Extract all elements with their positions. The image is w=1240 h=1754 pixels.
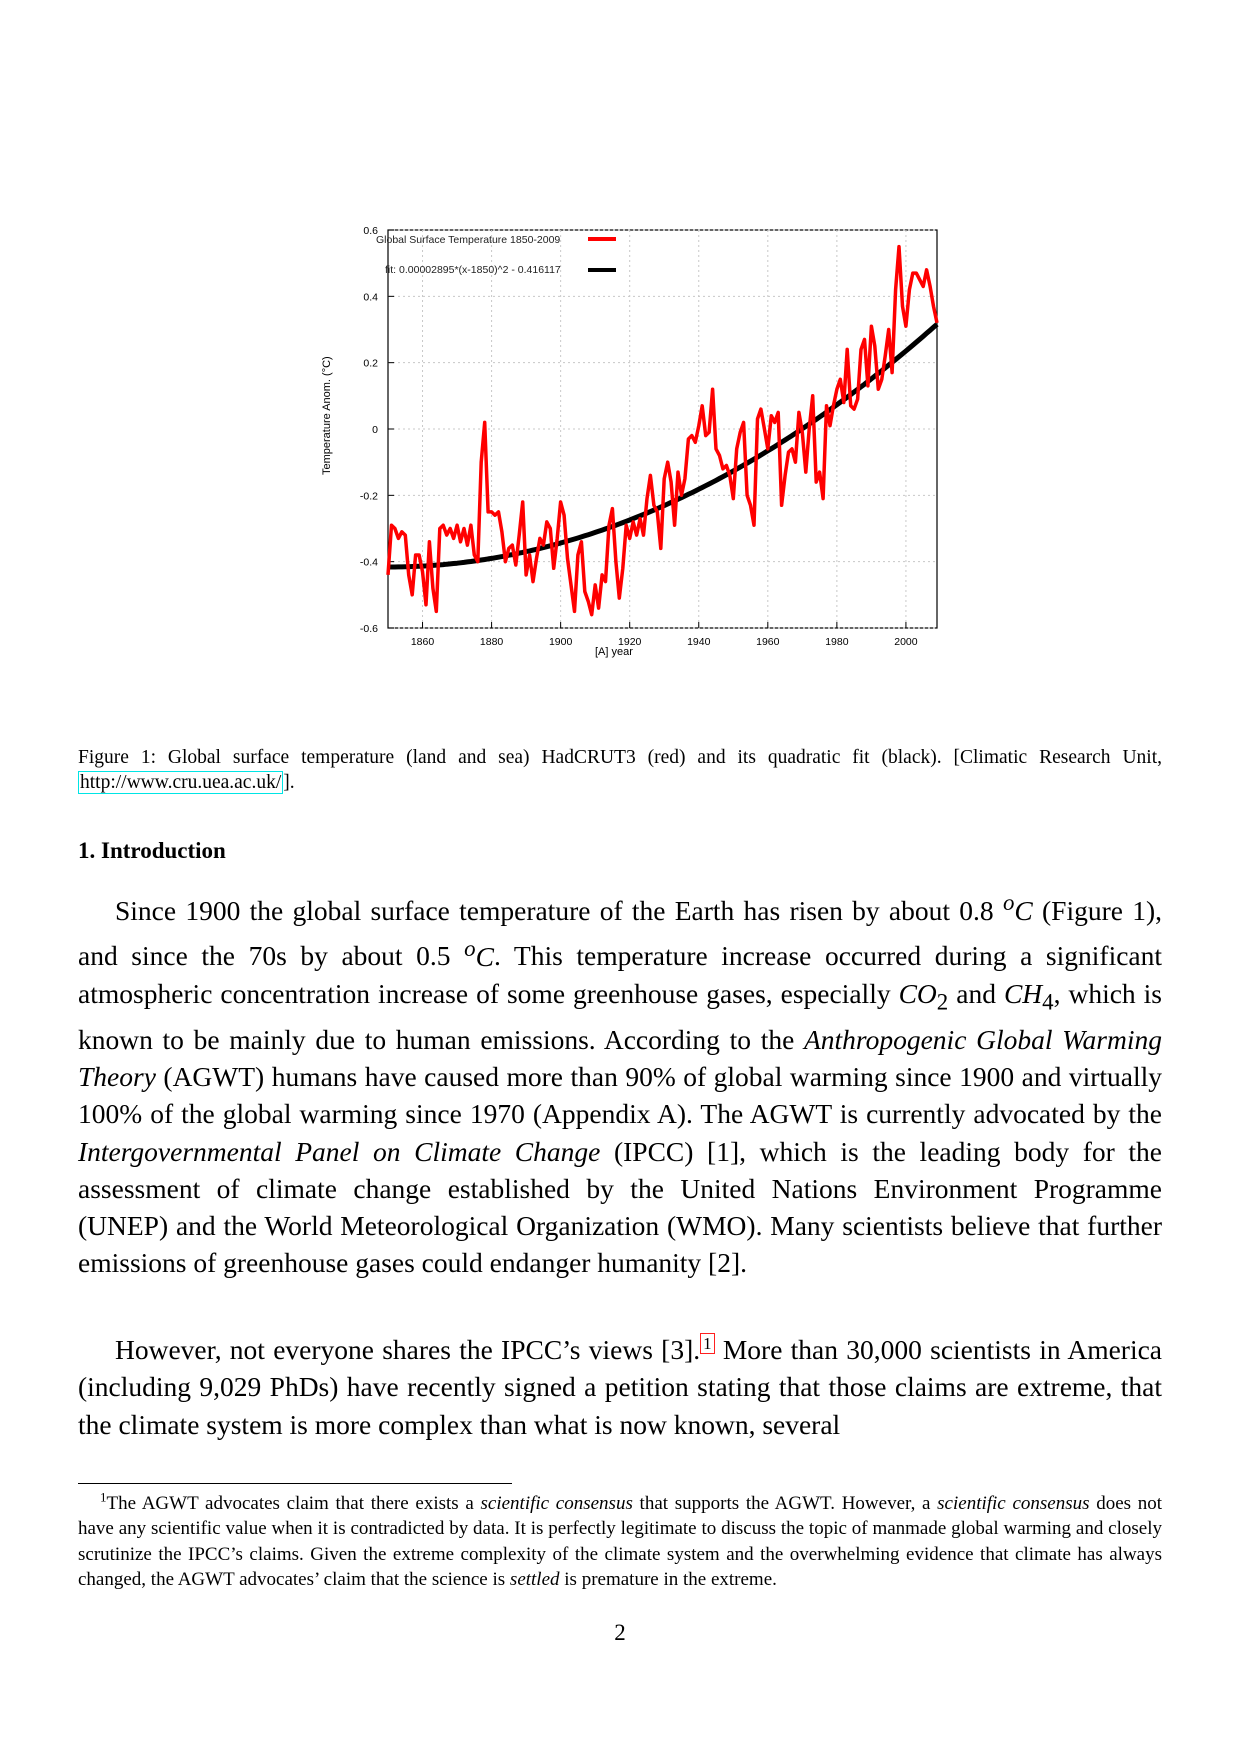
para1-text: (Figure 1), and since the 70s by about 0… bbox=[78, 895, 1162, 972]
intro-paragraph-1: Since 1900 the global surface temperatur… bbox=[78, 884, 1162, 1282]
x-tick-label: 1900 bbox=[549, 636, 573, 648]
para1-text: , which is known to be mainly due to hum… bbox=[78, 977, 1162, 1055]
x-tick-label: 1980 bbox=[825, 636, 849, 648]
y-axis-label: Temperature Anom. (°C) bbox=[321, 356, 333, 475]
x-tick-label: 2000 bbox=[894, 636, 918, 648]
unit-celsius: C bbox=[1014, 895, 1033, 927]
ch4-formula: CH bbox=[1004, 978, 1042, 1009]
y-tick-label: 0 bbox=[372, 424, 378, 436]
footnote: 1The AGWT advocates claim that there exi… bbox=[78, 1491, 1162, 1592]
y-tick-label: -0.4 bbox=[360, 557, 378, 569]
x-tick-label: 1880 bbox=[480, 636, 504, 648]
x-tick-label: 1860 bbox=[411, 636, 435, 648]
degree-sup: o bbox=[1002, 890, 1015, 915]
temperature-series-line bbox=[386, 244, 939, 617]
x-tick-label: 1920 bbox=[618, 636, 642, 648]
footnote-mark: 1 bbox=[100, 1489, 107, 1505]
x-axis-label: [A] year bbox=[595, 646, 633, 658]
y-tick-label: 0.2 bbox=[363, 358, 378, 370]
y-tick-label: -0.2 bbox=[360, 490, 378, 502]
legend-label-fit: fit: 0.00002895*(x-1850)^2 - 0.416117 bbox=[385, 264, 561, 276]
caption-link[interactable]: http://www.cru.uea.ac.uk/ bbox=[78, 771, 284, 794]
footnote-emphasis: scientific consensus bbox=[480, 1493, 633, 1514]
intro-paragraph-2: However, not everyone shares the IPCC’s … bbox=[78, 1331, 1162, 1443]
footnote-rule bbox=[78, 1483, 512, 1484]
degree-sup: o bbox=[464, 935, 476, 961]
unit-celsius: C bbox=[475, 940, 494, 972]
para1-text: Since 1900 the global surface temperatur… bbox=[115, 895, 1003, 927]
footnote-text: that supports the AGWT. However, a bbox=[632, 1493, 938, 1514]
para1-text: (IPCC) [1], which is the leading body fo… bbox=[78, 1135, 1162, 1279]
footnote-emphasis: scientific consensus bbox=[937, 1493, 1090, 1514]
y-tick-label: -0.6 bbox=[360, 623, 378, 635]
formula-base: CO bbox=[898, 977, 937, 1009]
caption-tail: ]. bbox=[283, 772, 295, 793]
para1-text: (AGWT) humans have caused more than 90% … bbox=[78, 1061, 1162, 1130]
figure-caption: Figure 1: Global surface temperature (la… bbox=[78, 745, 1162, 795]
formula-subscript: 4 bbox=[1042, 989, 1054, 1015]
ipcc-name: Intergovernmental Panel on Climate Chang… bbox=[78, 1135, 601, 1167]
y-ticks: -0.6 -0.4 -0.2 0 0.2 0.4 0.6 bbox=[360, 225, 394, 635]
para1-text: . This temperature increase occurred dur… bbox=[78, 940, 1163, 1009]
para1-text: and bbox=[948, 977, 1004, 1009]
para2-text: More than 30,000 scientists in America (… bbox=[78, 1334, 1162, 1440]
co2-formula: CO bbox=[899, 978, 937, 1009]
x-ticks: 1860 1880 1900 1920 1940 1960 1980 2000 bbox=[411, 622, 918, 648]
formula-base: CH bbox=[1003, 977, 1043, 1009]
section-heading: 1. Introduction bbox=[78, 838, 226, 863]
footnote-reference[interactable]: 1 bbox=[700, 1332, 715, 1354]
para2-text: However, not everyone shares the IPCC’s … bbox=[115, 1334, 701, 1365]
footnote-text: does not have any scientific value when … bbox=[78, 1493, 1163, 1590]
formula-subscript: 2 bbox=[936, 989, 949, 1015]
grid bbox=[388, 229, 937, 629]
footnote-emphasis: settled bbox=[509, 1568, 560, 1590]
page-number: 2 bbox=[614, 1620, 626, 1645]
x-tick-label: 1960 bbox=[756, 636, 780, 648]
caption-text: Figure 1: Global surface temperature (la… bbox=[78, 747, 1162, 768]
agwt-theory-name: Anthropogenic Global Warming Theory bbox=[78, 1023, 1163, 1092]
footnote-text: The AGWT advocates claim that there exis… bbox=[106, 1493, 481, 1514]
legend-label-temperature: Global Surface Temperature 1850-2009 bbox=[376, 234, 560, 246]
y-tick-label: 0.6 bbox=[363, 225, 378, 237]
temperature-chart: -0.6-0.4-0.200.20.40.6 1860 1880 1900 1920 1… bbox=[321, 225, 939, 658]
footnote-text: is premature in the extreme. bbox=[559, 1568, 777, 1590]
legend: Global Surface Temperature 1850-2009 fit… bbox=[376, 234, 616, 276]
x-tick-label: 1940 bbox=[687, 636, 711, 648]
y-tick-label: 0.4 bbox=[363, 291, 378, 303]
